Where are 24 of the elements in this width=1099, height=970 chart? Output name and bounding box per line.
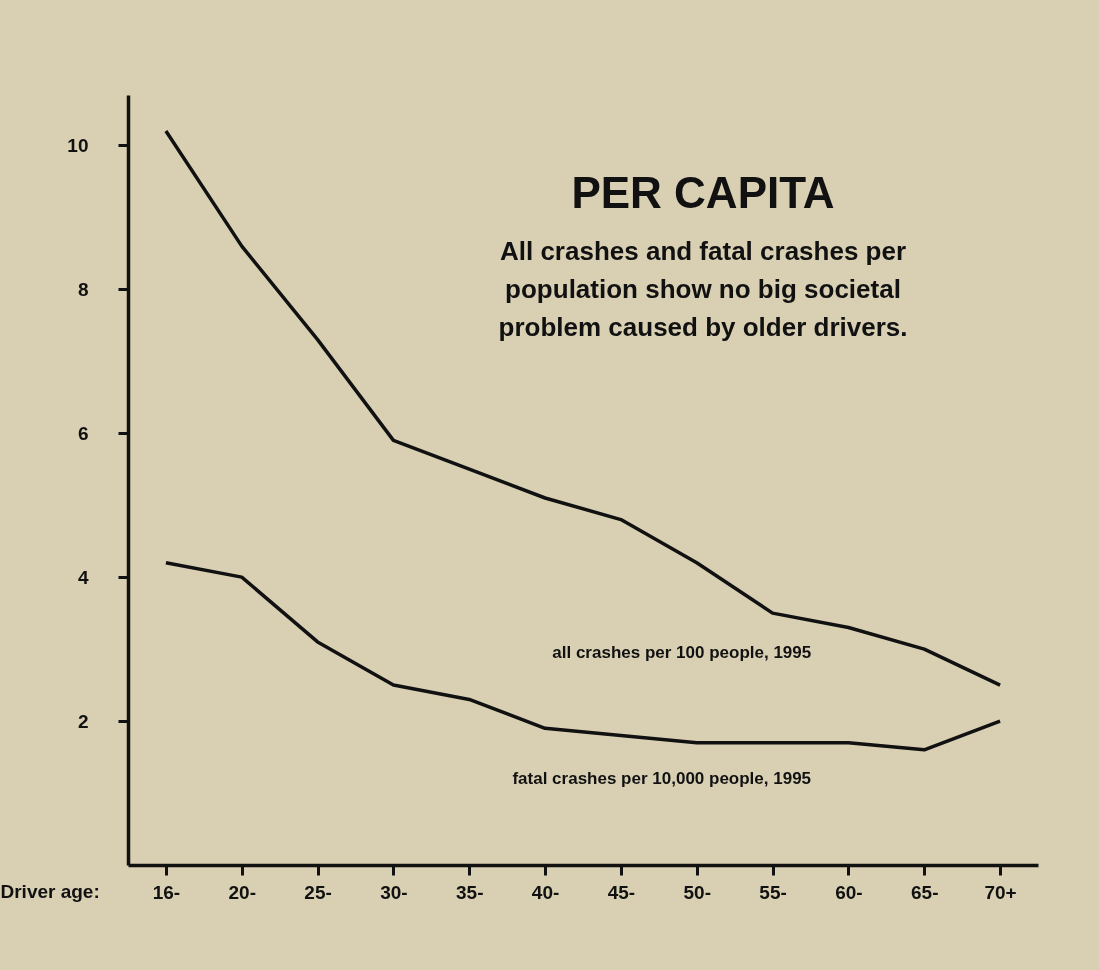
x-tick-label: 30- [380, 881, 408, 903]
x-tick-label: 55- [759, 881, 787, 903]
x-axis-title: Driver age: [0, 880, 100, 902]
x-tick-label: 35- [456, 881, 484, 903]
text: All crashes and fatal crashes per population show no big societal problem caused by older drivers. [498, 236, 908, 342]
x-tick-label: 65- [911, 881, 939, 903]
y-tick-label: 8 [77, 278, 89, 300]
y-tick-label: 4 [77, 566, 89, 588]
text: PER CAPITA [571, 168, 835, 217]
x-tick-label: 50- [683, 881, 711, 903]
line-series [164, 129, 1002, 687]
y-tick-label: 6 [77, 422, 89, 444]
series-label: all crashes per 100 people, 1995 [552, 642, 812, 662]
x-tick-label: 25- [304, 881, 332, 903]
y-tick-label: 10 [67, 134, 89, 156]
x-tick-label: 20- [228, 881, 256, 903]
x-tick-label: 40- [531, 881, 560, 903]
x-tick-label: 45- [607, 881, 636, 903]
x-tick-label: 60- [835, 881, 863, 903]
y-tick-label: 2 [77, 710, 89, 732]
line-series [164, 561, 1002, 752]
series-label: fatal crashes per 10,000 people, 1995 [512, 768, 812, 788]
x-tick-label: 70+ [984, 881, 1017, 903]
x-tick-label: 16- [152, 881, 181, 903]
